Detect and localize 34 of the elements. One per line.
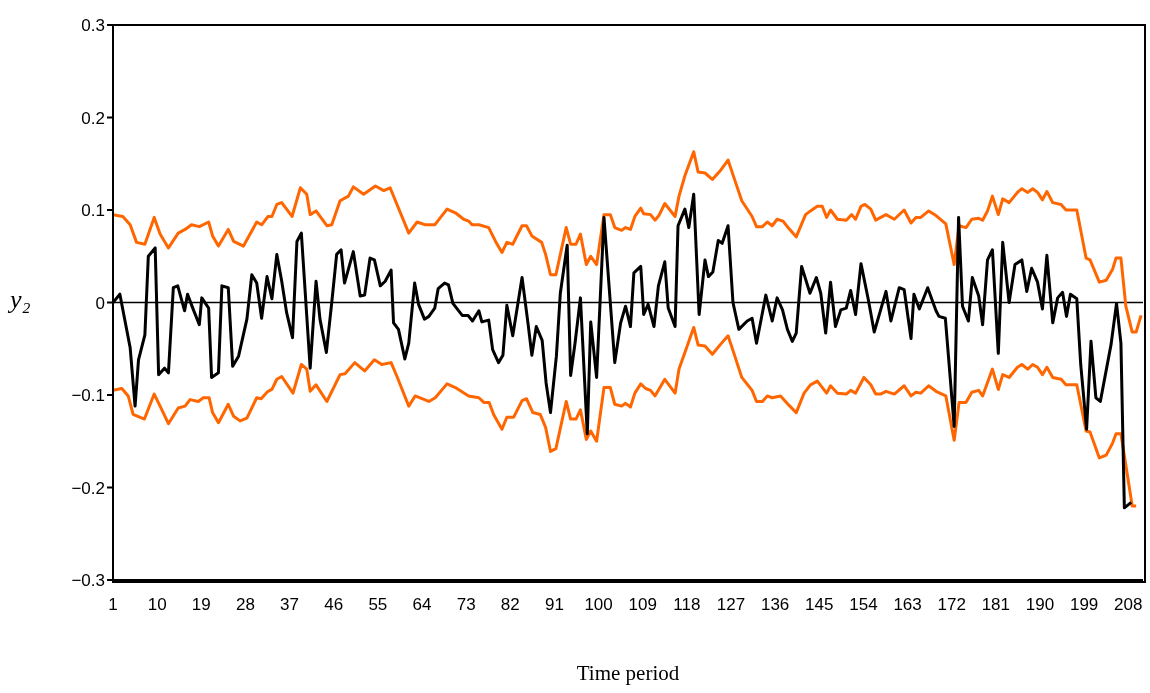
x-tick-label: 199 <box>1069 595 1099 615</box>
x-tick-label: 154 <box>849 595 878 615</box>
x-tick-label: 163 <box>893 595 922 615</box>
x-tick-label: 10 <box>147 595 167 615</box>
x-tick-label: 145 <box>805 595 834 615</box>
y-tick-label: −0.2 <box>71 478 105 498</box>
x-tick-label: 109 <box>628 595 657 615</box>
x-tick-label: 64 <box>412 595 432 615</box>
x-tick-label: 28 <box>235 595 255 615</box>
x-axis-title: Time period <box>576 661 680 685</box>
x-tick-label: 82 <box>500 595 520 615</box>
x-tick-label: 37 <box>280 595 300 615</box>
x-tick-label: 1 <box>108 595 118 615</box>
y-tick-label: 0.3 <box>81 16 105 36</box>
x-tick-label: 208 <box>1114 595 1143 615</box>
x-tick-label: 55 <box>368 595 388 615</box>
x-tick-label: 127 <box>716 595 746 615</box>
x-tick-label: 100 <box>584 595 613 615</box>
y-tick-label: 0 <box>95 293 105 313</box>
x-tick-label: 91 <box>544 595 564 615</box>
x-tick-label: 136 <box>760 595 790 615</box>
y-tick-label: −0.3 <box>71 571 105 591</box>
x-tick-label: 19 <box>191 595 211 615</box>
y-tick-label: −0.1 <box>71 386 105 406</box>
y-axis-title: y₂ <box>10 284 31 314</box>
x-tick-label: 172 <box>937 595 966 615</box>
x-tick-label: 46 <box>324 595 344 615</box>
x-tick-label: 181 <box>981 595 1011 615</box>
x-tick-label: 73 <box>456 595 476 615</box>
x-tick-label: 190 <box>1025 595 1055 615</box>
y-tick-label: 0.1 <box>81 201 105 221</box>
y-tick-label: 0.2 <box>81 108 105 128</box>
line-series <box>113 325 1138 508</box>
x-tick-label: 118 <box>673 595 701 615</box>
